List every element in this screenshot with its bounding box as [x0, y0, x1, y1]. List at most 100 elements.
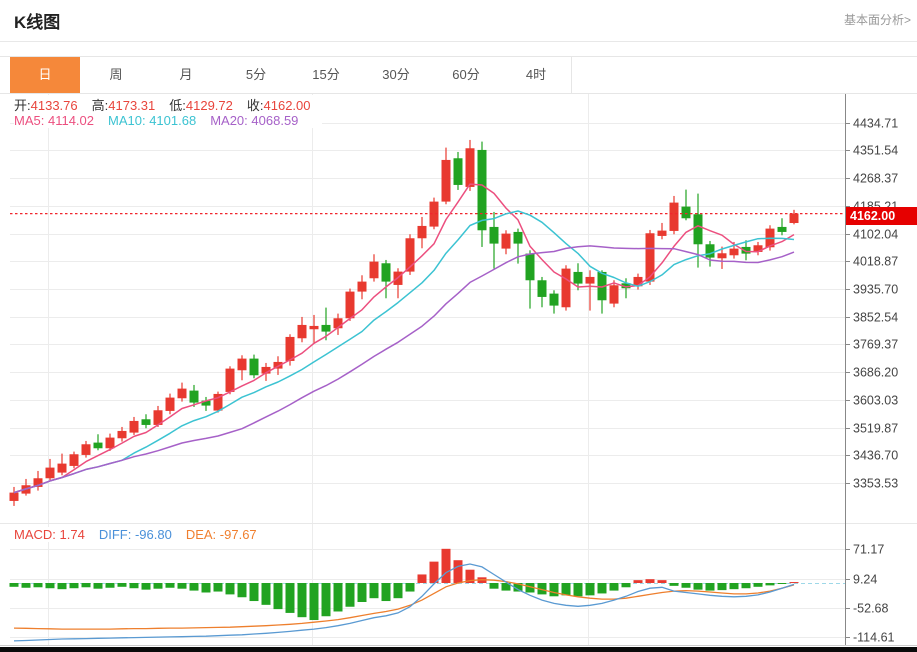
- tab-monthly[interactable]: 月: [151, 57, 222, 93]
- candle-body: [261, 366, 271, 374]
- current-price-badge: 4162.00: [846, 207, 917, 225]
- price-axis-label: 3769.37: [853, 338, 898, 352]
- candle-body: [645, 233, 655, 282]
- dea-value: -97.67: [219, 527, 257, 542]
- tab-5min[interactable]: 5分: [221, 57, 292, 93]
- macd-hist-bar: [129, 583, 139, 589]
- macd-hist-bar: [237, 583, 247, 598]
- tab-4hour[interactable]: 4时: [501, 57, 572, 93]
- candle-body: [417, 225, 427, 239]
- price-axis-label: 4351.54: [853, 144, 898, 158]
- macd-hist-bar: [645, 579, 655, 583]
- candle-body: [213, 393, 223, 411]
- candle-body: [381, 263, 391, 282]
- macd-hist-bar: [609, 583, 619, 591]
- candlesticks: [9, 139, 845, 506]
- high-label: 高:: [91, 98, 109, 113]
- macd-hist-bar: [285, 583, 295, 613]
- candle-body: [597, 271, 607, 301]
- axis-labels: 4434.714351.544268.374185.214102.044018.…: [853, 117, 898, 645]
- candle-body: [9, 492, 19, 501]
- fundamental-analysis-link[interactable]: 基本面分析>: [843, 13, 911, 27]
- macd-hist-bar: [141, 583, 151, 590]
- macd-hist-bar: [465, 569, 475, 583]
- ma20-label: MA20:: [210, 113, 248, 128]
- candle-body: [621, 283, 631, 289]
- macd-hist-bar: [597, 583, 607, 594]
- macd-hist-bar: [741, 583, 751, 589]
- price-axis-label: 4102.04: [853, 228, 898, 242]
- price-axis-label: 3935.70: [853, 283, 898, 297]
- macd-hist-bar: [81, 583, 91, 588]
- macd-hist-bar: [189, 583, 199, 591]
- ma20-value: 4068.59: [251, 113, 299, 128]
- candle-body: [513, 231, 523, 244]
- macd-value: 1.74: [59, 527, 85, 542]
- price-axis-label: 3686.20: [853, 366, 898, 380]
- macd-hist-bar: [381, 583, 391, 602]
- candle-body: [345, 291, 355, 319]
- macd-hist-bar: [273, 583, 283, 610]
- candle-body: [441, 159, 451, 202]
- tab-30min[interactable]: 30分: [361, 57, 432, 93]
- candle-body: [237, 358, 247, 371]
- macd-panel: [9, 548, 845, 642]
- high-value: 4173.31: [108, 98, 156, 113]
- tab-daily[interactable]: 日: [10, 57, 80, 93]
- macd-hist-bar: [45, 583, 55, 589]
- macd-hist-bar: [105, 583, 115, 588]
- candle-body: [129, 420, 139, 433]
- macd-hist-bar: [537, 583, 547, 595]
- macd-hist-bar: [249, 583, 259, 602]
- candle-body: [633, 276, 643, 287]
- macd-hist-bar: [369, 583, 379, 599]
- ma5-line: [13, 183, 795, 494]
- candle-body: [333, 318, 343, 329]
- candle-body: [753, 245, 763, 252]
- tab-weekly[interactable]: 周: [81, 57, 152, 93]
- diff-line: [13, 563, 795, 642]
- macd-axis-label: 9.24: [853, 573, 877, 587]
- ma10-value: 4101.68: [149, 113, 197, 128]
- tab-15min[interactable]: 15分: [291, 57, 362, 93]
- macd-hist-bar: [525, 583, 535, 593]
- tab-60min[interactable]: 60分: [431, 57, 502, 93]
- close-label: 收:: [246, 98, 264, 113]
- candle-body: [669, 202, 679, 231]
- candle-body: [429, 201, 439, 227]
- price-axis-label: 3852.54: [853, 311, 898, 325]
- candle-body: [585, 276, 595, 284]
- macd-hist-bar: [261, 583, 271, 605]
- macd-hist-bar: [153, 583, 163, 589]
- macd-axis-label: -52.68: [853, 602, 888, 616]
- macd-hist-bar: [765, 583, 775, 586]
- ma10-label: MA10:: [108, 113, 146, 128]
- bottom-scrollbar[interactable]: [0, 647, 917, 652]
- ma10-line: [13, 210, 795, 494]
- macd-hist-bar: [33, 583, 43, 588]
- candle-body: [705, 244, 715, 258]
- macd-hist-bar: [309, 583, 319, 621]
- macd-hist-bar: [9, 583, 19, 587]
- candle-body: [453, 158, 463, 185]
- macd-hist-bar: [573, 583, 583, 597]
- dea-label: DEA:: [185, 527, 217, 542]
- open-label: 开:: [14, 98, 31, 113]
- candle-body: [297, 324, 307, 339]
- candle-body: [537, 280, 547, 297]
- candle-body: [489, 226, 499, 244]
- macd-hist-bar: [717, 583, 727, 591]
- ma-lines: [13, 183, 795, 494]
- ma-info-bar: MA5: 4114.02 MA10: 4101.68 MA20: 4068.59: [14, 113, 323, 128]
- candle-body: [405, 238, 415, 272]
- candle-body: [609, 285, 619, 304]
- candle-body: [249, 358, 259, 376]
- price-axis-label: 3603.03: [853, 394, 898, 408]
- macd-hist-bar: [165, 583, 175, 588]
- candle-body: [681, 206, 691, 219]
- candle-body: [309, 325, 319, 330]
- candle-body: [165, 397, 175, 411]
- macd-hist-bar: [681, 583, 691, 588]
- macd-hist-bar: [453, 560, 463, 583]
